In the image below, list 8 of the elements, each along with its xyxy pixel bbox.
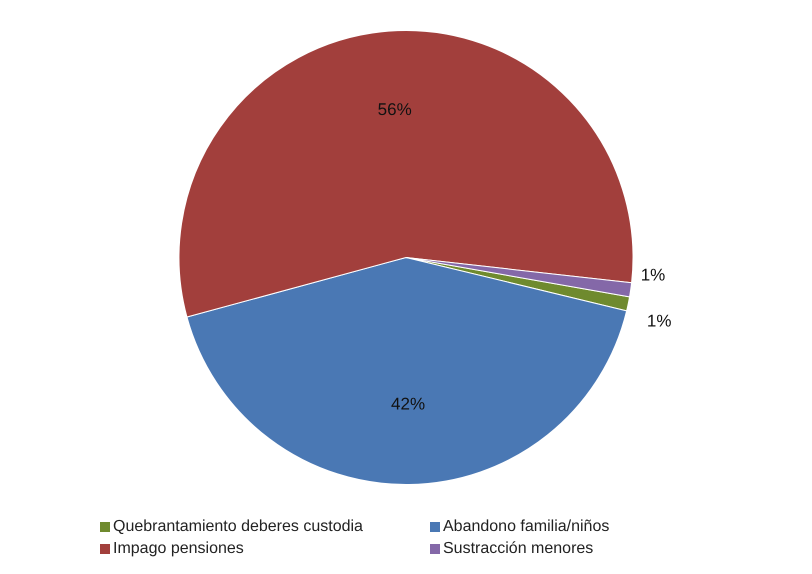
data-label: 42%: [391, 394, 426, 414]
legend-label: Impago pensiones: [113, 540, 244, 558]
legend-label: Quebrantamiento deberes custodia: [113, 518, 363, 536]
data-label: 56%: [378, 100, 412, 120]
data-label: 1%: [640, 266, 666, 285]
legend-label: Sustracción menores: [443, 540, 594, 558]
data-label: 1%: [646, 311, 672, 330]
legend-label: Abandono familia/niños: [443, 518, 610, 536]
